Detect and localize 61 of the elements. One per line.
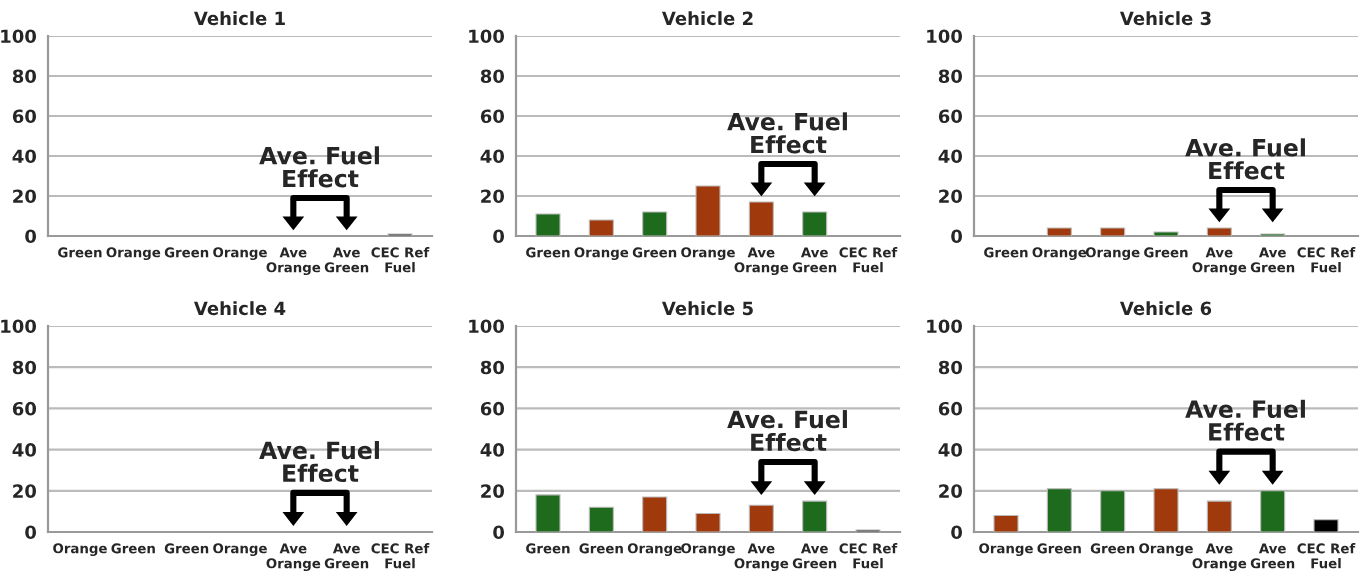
y-tick-label: 100 bbox=[927, 319, 963, 334]
y-tick-label: 80 bbox=[938, 69, 963, 84]
y-tick-label: 60 bbox=[12, 401, 37, 416]
y-tick-label: 60 bbox=[938, 401, 963, 416]
y-tick-label: 40 bbox=[480, 443, 505, 457]
bar bbox=[588, 219, 614, 236]
annotation: Ave. Fuel Effect bbox=[259, 146, 379, 188]
y-tick-label: 0 bbox=[493, 525, 505, 540]
y-tick-label: 80 bbox=[12, 69, 37, 84]
bar bbox=[802, 500, 828, 532]
bar bbox=[993, 514, 1019, 532]
y-tick-label: 40 bbox=[12, 443, 37, 457]
y-tick-label: 100 bbox=[469, 319, 505, 334]
y-tick-label: 0 bbox=[951, 229, 963, 244]
annotation: Ave. Fuel Effect bbox=[259, 440, 379, 483]
chart-title: Vehicle 1 bbox=[193, 11, 285, 26]
y-tick-label: 40 bbox=[12, 149, 37, 164]
chart-title: Vehicle 2 bbox=[661, 11, 753, 26]
annotation: Ave. Fuel Effect bbox=[1185, 399, 1305, 441]
chart-title: Vehicle 4 bbox=[193, 301, 286, 316]
annotation: Ave. Fuel Effect bbox=[1185, 138, 1305, 180]
chart-title: Vehicle 6 bbox=[1119, 301, 1212, 316]
bar bbox=[802, 211, 828, 236]
y-tick-label: 20 bbox=[13, 484, 37, 498]
y-tick-label: 80 bbox=[480, 69, 505, 84]
y-tick-label: 80 bbox=[938, 360, 963, 375]
chart-title: Vehicle 5 bbox=[661, 301, 753, 316]
y-tick-label: 60 bbox=[480, 401, 505, 416]
y-tick-label: 100 bbox=[1, 29, 37, 44]
y-tick-label: 60 bbox=[12, 109, 37, 124]
y-tick-label: 100 bbox=[927, 29, 963, 44]
y-tick-label: 40 bbox=[938, 443, 963, 457]
y-tick-label: 20 bbox=[13, 189, 37, 204]
bar bbox=[695, 512, 721, 532]
y-tick-label: 100 bbox=[469, 29, 505, 44]
y-tick-label: 0 bbox=[951, 525, 963, 540]
bar bbox=[1206, 500, 1232, 532]
y-tick-label: 40 bbox=[938, 149, 963, 164]
bar bbox=[748, 504, 774, 532]
y-tick-label: 20 bbox=[481, 484, 505, 498]
y-tick-label: 20 bbox=[481, 189, 505, 204]
y-tick-label: 100 bbox=[1, 319, 37, 334]
bar bbox=[1313, 519, 1339, 532]
annotation: Ave. Fuel Effect bbox=[727, 410, 847, 452]
chart-title: Vehicle 3 bbox=[1119, 11, 1211, 26]
y-tick-label: 40 bbox=[480, 149, 505, 164]
bar bbox=[642, 211, 668, 236]
y-tick-label: 20 bbox=[939, 484, 963, 498]
bar bbox=[748, 201, 774, 236]
y-tick-label: 80 bbox=[12, 360, 37, 375]
y-tick-label: 60 bbox=[938, 109, 963, 124]
bar bbox=[588, 506, 614, 532]
bar bbox=[535, 213, 561, 236]
y-tick-label: 80 bbox=[480, 360, 505, 375]
y-tick-label: 0 bbox=[493, 229, 505, 244]
y-tick-label: 0 bbox=[25, 229, 37, 244]
y-tick-label: 20 bbox=[939, 189, 963, 204]
y-tick-label: 0 bbox=[25, 525, 37, 540]
bar bbox=[642, 496, 668, 532]
y-tick-label: 60 bbox=[480, 109, 505, 124]
annotation: Ave. Fuel Effect bbox=[727, 112, 847, 154]
